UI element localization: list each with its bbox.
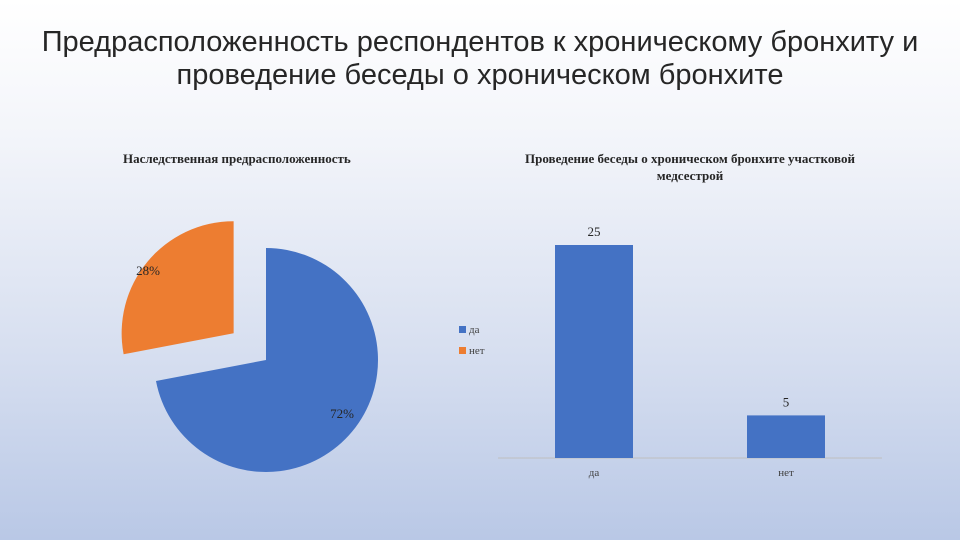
x-tick-label-da: да — [589, 467, 600, 479]
bar-chart-title: Проведение беседы о хроническом бронхите… — [525, 151, 855, 183]
pie-data-label-net: 28% — [136, 263, 160, 278]
pie-slice-da — [155, 248, 378, 472]
pie-legend: да нет — [459, 324, 485, 357]
bar-data-label-da: 25 — [588, 224, 601, 239]
bar-net — [747, 415, 825, 458]
legend-swatch-net — [459, 347, 466, 354]
bar-data-label-net: 5 — [783, 394, 790, 409]
bar-da — [555, 245, 633, 458]
pie-slice-net — [121, 221, 234, 355]
pie-chart: 72% 28% — [121, 221, 378, 472]
pie-data-label-da: 72% — [330, 406, 354, 421]
pie-chart-title: Наследственная предрасположенность — [123, 151, 351, 166]
bar-chart: 25 да 5 нет — [498, 224, 882, 479]
legend-label-da: да — [469, 324, 480, 336]
slide-title: Предрасположенность респондентов к хрони… — [41, 26, 919, 91]
legend-label-net: нет — [469, 345, 485, 357]
x-tick-label-net: нет — [778, 467, 794, 479]
legend-swatch-da — [459, 326, 466, 333]
